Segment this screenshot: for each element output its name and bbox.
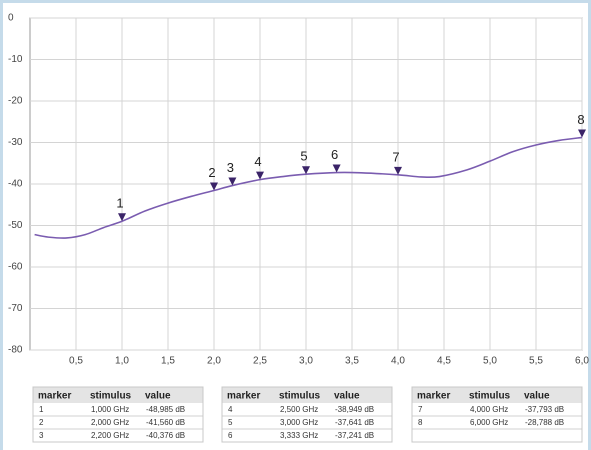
marker [332,164,341,173]
table-cell: 5 [228,418,233,427]
y-tick-label: -40 [8,179,23,190]
column-header: value [524,391,550,402]
table-border [221,386,393,443]
marker-label: 3 [227,160,234,175]
table-cell: 8 [418,418,423,427]
marker [228,177,237,186]
table-border [32,386,204,443]
table-cell: 2,200 GHz [91,431,129,440]
table-cell: 6 [228,431,233,440]
x-tick-label: 0,5 [69,356,83,367]
marker-label: 4 [254,154,261,169]
trace [34,136,583,239]
column-header: stimulus [90,391,132,402]
y-tick-label: -70 [8,303,23,314]
table-cell: 1 [39,405,44,414]
table-cell: 1,000 GHz [91,405,129,414]
marker [578,129,586,138]
plot: 12 3 4 5 6 78 [34,112,586,239]
y-tick-label: -30 [8,137,23,148]
x-tick-label: 3,5 [345,356,359,367]
table-cell: -37,793 dB [525,405,564,414]
table-cell: 6,000 GHz [470,418,508,427]
table-header-bg [33,387,203,403]
table-cell: 4,000 GHz [470,405,508,414]
x-tick-label: 5,5 [529,356,543,367]
x-tick-label: 4,0 [391,356,405,367]
table-cell: 3,000 GHz [280,418,318,427]
table-cell: -37,641 dB [335,418,374,427]
marker-label: 5 [300,149,307,164]
table-cell: 3 [39,431,44,440]
x-tick-label: 1,5 [161,356,175,367]
y-tick-label: -60 [8,262,23,273]
marker-label: 6 [331,147,338,162]
x-tick-label: 5,0 [483,356,497,367]
marker-label: 8 [577,112,584,127]
grid: 0 -10 -20 -30 -40 -50 -60 -70 -80 0,5 1,0 1,5 2,0 2,5… [8,13,589,367]
marker [302,166,310,175]
marker [394,166,402,175]
column-header: value [145,391,171,402]
y-tick-label: -20 [8,96,23,107]
column-header: stimulus [279,391,321,402]
column-header: value [334,391,360,402]
marker [118,213,126,222]
table-cell: -41,560 dB [146,418,185,427]
y-tick-label: 0 [8,13,14,24]
table-cell: -28,788 dB [525,418,564,427]
table-cell: 2,000 GHz [91,418,129,427]
table-cell: -37,241 dB [335,431,374,440]
table-cell: 2,500 GHz [280,405,318,414]
column-header: marker [38,391,71,402]
x-tick-label: 2,5 [253,356,267,367]
y-tick-label: -50 [8,220,23,231]
table-cell: 3,333 GHz [280,431,318,440]
x-tick-label: 6,0 [575,356,589,367]
table-cell: 7 [418,405,423,414]
table-cell: 2 [39,418,44,427]
table-cell: -40,376 dB [146,431,185,440]
marker [256,171,264,180]
marker-label: 1 [116,196,123,211]
marker-label: 7 [392,149,399,164]
table-border [411,386,583,443]
table-cell: -48,985 dB [146,405,185,414]
marker [210,182,218,191]
table-header-bg [412,387,582,403]
y-tick-label: -80 [8,345,23,356]
column-header: marker [417,391,450,402]
table-cell: 4 [228,405,233,414]
column-header: marker [227,391,260,402]
table-cell: -38,949 dB [335,405,374,414]
x-tick-label: 3,0 [299,356,313,367]
y-tick-label: -10 [8,54,23,65]
x-tick-label: 1,0 [115,356,129,367]
x-tick-label: 4,5 [437,356,451,367]
table-header-bg [222,387,392,403]
x-tick-label: 2,0 [207,356,221,367]
column-header: stimulus [469,391,511,402]
marker-label: 2 [208,165,215,180]
tables: marker stimulus value 1 1,000 GHz -48,985 dB 2… [32,386,583,443]
